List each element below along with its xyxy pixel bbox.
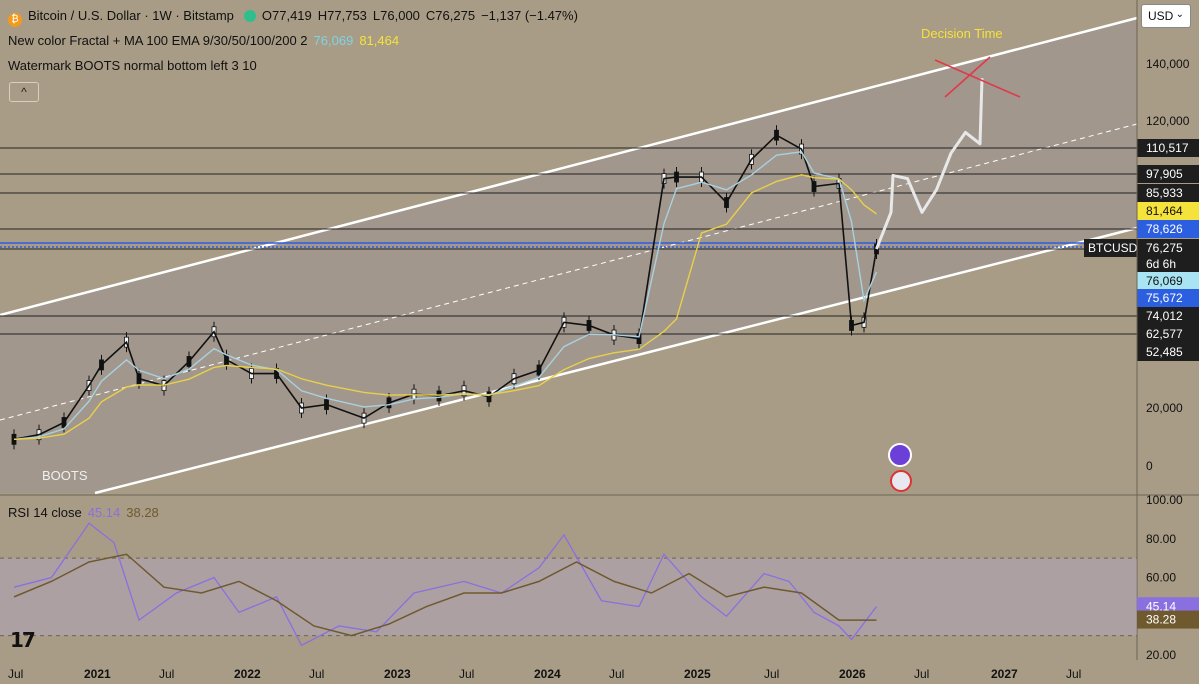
price-line [13, 134, 878, 441]
symbol-title[interactable]: Bitcoin / U.S. Dollar · 1W · Bitstamp [28, 8, 234, 23]
chevron-down-icon: ⌄ [1175, 9, 1184, 20]
time-axis-tick: Jul [459, 667, 474, 681]
indicator-value-slow: 81,464 [359, 33, 400, 48]
symbol-header: ₿ Bitcoin / U.S. Dollar · 1W · Bitstamp O7… [8, 8, 584, 27]
bitcoin-icon: ₿ [8, 13, 22, 27]
market-status-icon [243, 10, 256, 22]
time-axis-tick: Jul [159, 667, 174, 681]
price-label-box [1137, 307, 1199, 325]
price-label: 52,485 [1146, 345, 1183, 359]
chevron-up-icon: ^ [21, 85, 27, 99]
lightning-icon [888, 443, 912, 467]
countdown-box [1137, 256, 1199, 272]
rsi-axis-tick: 20.00 [1146, 648, 1176, 662]
price-label: 110,517 [1146, 141, 1189, 155]
decision-time-annotation: Decision Time [921, 26, 1003, 41]
time-axis-tick: Jul [914, 667, 929, 681]
tradingview-logo[interactable]: 17 [10, 628, 36, 652]
rsi-axis-tick: 80.00 [1146, 532, 1176, 546]
time-axis-tick: 2023 [384, 667, 411, 681]
price-label: 76,069 [1146, 274, 1183, 288]
rsi-label: RSI 14 close [8, 505, 82, 520]
price-axis-tick: 140,000 [1146, 57, 1190, 71]
watermark-legend[interactable]: Watermark BOOTS normal bottom left 3 10 [8, 58, 263, 73]
time-axis-tick: 2026 [839, 667, 866, 681]
time-axis-tick: 2022 [234, 667, 261, 681]
ohlc-open: O77,419 [261, 8, 312, 23]
time-axis-tick: Jul [8, 667, 23, 681]
price-label-box [1137, 239, 1199, 257]
price-axis-tick: 0 [1146, 459, 1153, 473]
time-axis-tick: Jul [764, 667, 779, 681]
price-label-box [1137, 343, 1199, 361]
ohlc-change: −1,137 (−1.47%) [481, 8, 578, 23]
indicator-label: New color Fractal + MA 100 EMA 9/30/50/1… [8, 33, 308, 48]
ema-slow-line [13, 174, 877, 441]
rsi-band-fill [0, 558, 1137, 636]
rsi-legend[interactable]: RSI 14 close 45.14 38.28 [8, 505, 165, 520]
collapse-legend-button[interactable]: ^ [9, 82, 39, 102]
rsi-ma-line [13, 553, 877, 637]
time-axis-tick: 2021 [84, 667, 111, 681]
time-axis-tick: Jul [309, 667, 324, 681]
time-axis-tick: Jul [609, 667, 624, 681]
rsi-ma-value-label: 38.28 [1146, 613, 1176, 627]
price-label: 81,464 [1146, 204, 1183, 218]
channel-mid-line [0, 123, 1138, 421]
price-label: 78,626 [1146, 222, 1183, 236]
ohlc-high: H77,753 [317, 8, 367, 23]
rsi-axis-tick: 100.00 [1146, 493, 1183, 507]
price-label-box [1137, 139, 1199, 157]
price-axis-tick: 20,000 [1146, 401, 1183, 415]
ohlc-close: C76,275 [425, 8, 476, 23]
rsi-value-label: 45.14 [1146, 599, 1176, 613]
indicator-legend[interactable]: New color Fractal + MA 100 EMA 9/30/50/1… [8, 33, 405, 48]
price-label-box [1137, 184, 1199, 202]
price-label-box [1137, 272, 1199, 290]
rsi-ma-value: 38.28 [126, 505, 159, 520]
price-label-box [1137, 325, 1199, 343]
channel-fill [0, 18, 1137, 493]
channel-upper-line [0, 16, 1138, 317]
price-label: 75,672 [1146, 291, 1183, 305]
red-cross-stroke [944, 56, 991, 98]
symbol-tag-box [1084, 239, 1137, 257]
time-axis-tick: 2027 [991, 667, 1018, 681]
currency-label: USD [1148, 9, 1174, 23]
rsi-ma-value-box [1137, 610, 1199, 629]
price-label: 76,275 [1146, 241, 1183, 255]
price-label-box [1137, 165, 1199, 183]
time-axis-tick: Jul [1066, 667, 1081, 681]
price-label: 97,905 [1146, 167, 1183, 181]
boots-watermark: BOOTS [42, 468, 88, 483]
price-axis-tick: 120,000 [1146, 114, 1190, 128]
rsi-value: 45.14 [87, 505, 121, 520]
time-axis-tick: 2025 [684, 667, 711, 681]
price-label-box [1137, 202, 1199, 220]
channel-lower-line [94, 226, 1138, 495]
symbol-tag: BTCUSD [1088, 241, 1138, 255]
time-axis-tick: 2024 [534, 667, 561, 681]
flag-icon [890, 470, 912, 492]
price-label-box [1137, 220, 1199, 238]
red-cross-stroke [934, 59, 1021, 98]
ohlc-low: L76,000 [372, 8, 420, 23]
price-label: 74,012 [1146, 309, 1183, 323]
price-label: 85,933 [1146, 186, 1183, 200]
price-label: 62,577 [1146, 327, 1183, 341]
bar-countdown: 6d 6h [1146, 257, 1176, 271]
price-label-box [1137, 289, 1199, 307]
rsi-axis-tick: 60.00 [1146, 571, 1176, 585]
projection-path [875, 78, 984, 250]
currency-select[interactable]: USD ⌄ [1141, 4, 1191, 28]
indicator-value-fast: 76,069 [313, 33, 354, 48]
rsi-line [13, 522, 878, 647]
watermark-label: Watermark BOOTS normal bottom left 3 10 [8, 58, 257, 73]
